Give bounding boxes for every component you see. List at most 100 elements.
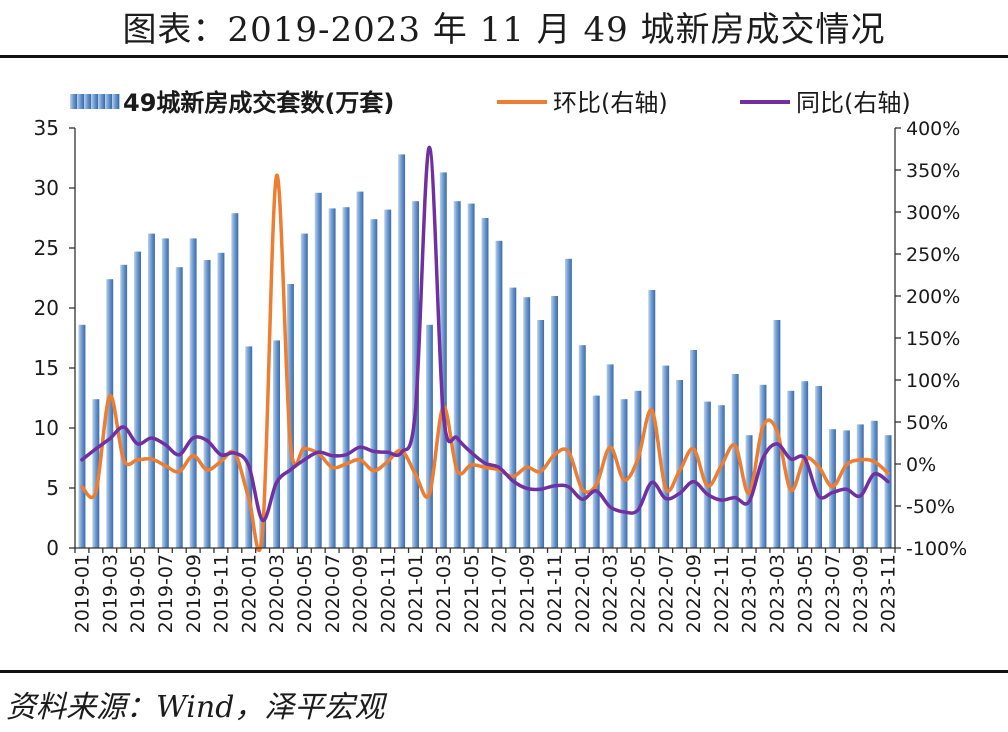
x-tick-label: 2020-05 — [294, 554, 316, 633]
x-tick-label: 2022-03 — [600, 554, 622, 633]
mom-point-2021-10 — [539, 470, 543, 474]
yoy-point-2020-05 — [302, 458, 306, 462]
bar-2021-01 — [412, 201, 419, 548]
y-left-tick-label: 5 — [46, 476, 59, 500]
mom-point-2022-12 — [733, 444, 737, 448]
bar-2020-11 — [384, 209, 392, 548]
yoy-point-2022-09 — [691, 480, 695, 484]
yoy-point-2023-08 — [844, 487, 848, 491]
bar-2019-09 — [189, 238, 197, 548]
bar-2022-04 — [620, 399, 628, 548]
mom-point-2019-03 — [108, 394, 112, 398]
mom-point-2019-07 — [163, 464, 167, 468]
yoy-point-2022-08 — [678, 491, 682, 495]
mom-point-2022-03 — [608, 445, 612, 449]
yoy-point-2023-03 — [775, 442, 779, 446]
yoy-point-2021-02 — [427, 145, 431, 149]
yoy-point-2022-02 — [594, 489, 598, 493]
bar-2020-09 — [356, 191, 364, 548]
bar-2021-02 — [425, 324, 433, 548]
bar-2022-07 — [662, 365, 670, 548]
bar-2020-07 — [328, 208, 336, 548]
x-tick-label: 2020-11 — [377, 554, 399, 633]
y-right-tick-label: 50% — [906, 412, 948, 434]
mom-point-2021-08 — [511, 475, 515, 479]
x-tick-label: 2021-11 — [544, 554, 566, 633]
bar-2020-06 — [314, 192, 322, 549]
title-divider — [0, 55, 1008, 58]
mom-point-2022-04 — [622, 478, 626, 482]
y-right-tick-label: 0% — [906, 454, 936, 476]
mom-point-2021-11 — [552, 453, 556, 457]
bar-2019-02 — [92, 399, 100, 548]
yoy-point-2020-11 — [386, 450, 390, 454]
yoy-point-2023-01 — [747, 500, 751, 504]
y-right-tick-label: -100% — [906, 538, 967, 560]
mom-point-2022-05 — [636, 457, 640, 461]
bar-2021-07 — [495, 240, 503, 549]
axes: 0 5 10 15 20 25 30 35 -100% -50% 0% 50% 100% 150% 200%… — [34, 116, 968, 633]
x-tick-label: 2019-05 — [127, 554, 149, 633]
yoy-point-2020-09 — [358, 445, 362, 449]
x-tick-label: 2021-03 — [433, 554, 455, 633]
x-tick-label: 2019-03 — [99, 554, 121, 633]
mom-point-2022-06 — [650, 408, 654, 412]
mom-point-2019-01 — [80, 485, 84, 489]
mom-point-2022-02 — [594, 483, 598, 487]
bar-2019-01 — [78, 324, 86, 548]
mom-point-2023-11 — [886, 471, 890, 475]
yoy-point-2020-10 — [372, 449, 376, 453]
mom-point-2020-09 — [358, 458, 362, 462]
bar-2022-08 — [676, 380, 684, 548]
bar-2019-04 — [120, 264, 128, 548]
yoy-point-2019-04 — [122, 425, 126, 429]
bar-2021-08 — [509, 287, 517, 548]
bar-2019-06 — [147, 233, 155, 548]
mom-point-2022-09 — [691, 447, 695, 451]
x-tick-label: 2019-07 — [155, 554, 177, 633]
mom-point-2023-03 — [775, 428, 779, 432]
yoy-point-2022-03 — [608, 505, 612, 509]
mom-point-2019-05 — [136, 458, 140, 462]
y-right-tick-label: 200% — [906, 286, 960, 308]
legend: 49城新房成交套数(万套) 环比(右轴) 同比(右轴) — [70, 89, 911, 117]
bar-2019-08 — [175, 267, 183, 548]
bar-2022-03 — [606, 364, 614, 548]
bar-2023-04 — [787, 390, 795, 548]
yoy-point-2022-07 — [664, 496, 668, 500]
x-tick-label: 2021-09 — [516, 554, 538, 633]
yoy-point-2022-12 — [733, 496, 737, 500]
yoy-point-2019-07 — [163, 443, 167, 447]
y-left-tick-label: 35 — [34, 116, 59, 140]
bar-2020-10 — [370, 219, 378, 548]
x-tick-label: 2019-11 — [211, 554, 233, 633]
yoy-point-2023-04 — [789, 457, 793, 461]
x-tick-label: 2020-03 — [266, 554, 288, 633]
mom-point-2021-04 — [455, 469, 459, 473]
yoy-point-2019-01 — [80, 458, 84, 462]
mom-point-2020-07 — [330, 465, 334, 469]
yoy-point-2020-03 — [275, 480, 279, 484]
mom-point-2023-06 — [817, 465, 821, 469]
bar-2020-08 — [342, 207, 350, 548]
yoy-point-2019-11 — [219, 453, 223, 457]
mom-point-2020-02 — [261, 529, 265, 533]
x-tick-label: 2019-01 — [72, 554, 94, 633]
mom-point-2023-07 — [830, 485, 834, 489]
mom-point-2019-11 — [219, 459, 223, 463]
mom-point-2023-02 — [761, 424, 765, 428]
x-tick-label: 2023-01 — [739, 554, 761, 633]
x-tick-label: 2020-09 — [350, 554, 372, 633]
bar-2019-05 — [134, 251, 142, 548]
mom-point-2023-08 — [844, 463, 848, 467]
bar-2020-04 — [286, 284, 294, 548]
mom-point-2023-10 — [872, 459, 876, 463]
mom-point-2021-01 — [414, 472, 418, 476]
yoy-point-2020-02 — [261, 518, 265, 522]
bar-2023-05 — [801, 381, 809, 548]
source-divider — [0, 670, 1008, 673]
mom-point-2022-07 — [664, 486, 668, 490]
yoy-point-2021-09 — [525, 486, 529, 490]
bar-2022-12 — [731, 374, 739, 548]
mom-point-2023-09 — [858, 458, 862, 462]
